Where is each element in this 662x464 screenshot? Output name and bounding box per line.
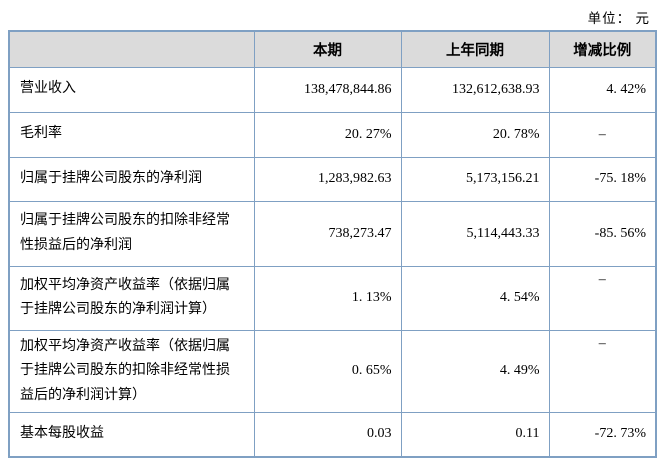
table-row: 归属于挂牌公司股东的净利润 1,283,982.63 5,173,156.21 … bbox=[8, 156, 657, 202]
change-ratio-value: -85. 56% bbox=[548, 200, 657, 267]
change-ratio-value: 4. 42% bbox=[548, 66, 657, 113]
row-label: 基本每股收益 bbox=[8, 412, 255, 457]
unit-label: 单位： 元 bbox=[587, 11, 650, 26]
current-period-value: 1. 13% bbox=[253, 265, 402, 331]
row-label: 加权平均净资产收益率（依据归属于挂牌公司股东的扣除非经常性损益后的净利润计算） bbox=[8, 329, 255, 413]
prior-period-value: 5,173,156.21 bbox=[400, 156, 550, 202]
header-row: 本期 上年同期 增减比例 bbox=[8, 30, 657, 68]
current-period-value: 0.03 bbox=[253, 412, 402, 457]
current-period-value: 0. 65% bbox=[253, 329, 402, 413]
change-ratio-value: -72. 73% bbox=[548, 412, 657, 457]
prior-period-value: 132,612,638.93 bbox=[400, 66, 550, 113]
table-row: 毛利率 20. 27% 20. 78% – bbox=[8, 111, 657, 158]
row-label: 毛利率 bbox=[8, 111, 255, 158]
prior-period-value: 4. 49% bbox=[400, 329, 550, 413]
column-header-change-ratio: 增减比例 bbox=[548, 30, 657, 68]
current-period-value: 20. 27% bbox=[253, 111, 402, 158]
financial-table: 本期 上年同期 增减比例 营业收入 138,478,844.86 132,612… bbox=[8, 30, 657, 458]
prior-period-value: 5,114,443.33 bbox=[400, 200, 550, 267]
change-ratio-value: – bbox=[548, 111, 657, 158]
current-period-value: 738,273.47 bbox=[253, 200, 402, 267]
change-ratio-value: – bbox=[548, 265, 657, 331]
prior-period-value: 20. 78% bbox=[400, 111, 550, 158]
prior-period-value: 4. 54% bbox=[400, 265, 550, 331]
column-header-item bbox=[8, 30, 255, 68]
column-header-prior-period: 上年同期 bbox=[400, 30, 550, 68]
table-row: 营业收入 138,478,844.86 132,612,638.93 4. 42… bbox=[8, 66, 657, 113]
table-row: 加权平均净资产收益率（依据归属于挂牌公司股东的净利润计算） 1. 13% 4. … bbox=[8, 265, 657, 331]
row-label: 归属于挂牌公司股东的扣除非经常性损益后的净利润 bbox=[8, 200, 255, 267]
change-ratio-value: – bbox=[548, 329, 657, 413]
prior-period-value: 0.11 bbox=[400, 412, 550, 457]
column-header-current-period: 本期 bbox=[253, 30, 402, 68]
row-label: 加权平均净资产收益率（依据归属于挂牌公司股东的净利润计算） bbox=[8, 265, 255, 331]
row-label: 营业收入 bbox=[8, 66, 255, 113]
row-label: 归属于挂牌公司股东的净利润 bbox=[8, 156, 255, 202]
current-period-value: 138,478,844.86 bbox=[253, 66, 402, 113]
table-row: 基本每股收益 0.03 0.11 -72. 73% bbox=[8, 412, 657, 457]
current-period-value: 1,283,982.63 bbox=[253, 156, 402, 202]
change-ratio-value: -75. 18% bbox=[548, 156, 657, 202]
table-row: 加权平均净资产收益率（依据归属于挂牌公司股东的扣除非经常性损益后的净利润计算） … bbox=[8, 329, 657, 413]
table-row: 归属于挂牌公司股东的扣除非经常性损益后的净利润 738,273.47 5,114… bbox=[8, 200, 657, 267]
